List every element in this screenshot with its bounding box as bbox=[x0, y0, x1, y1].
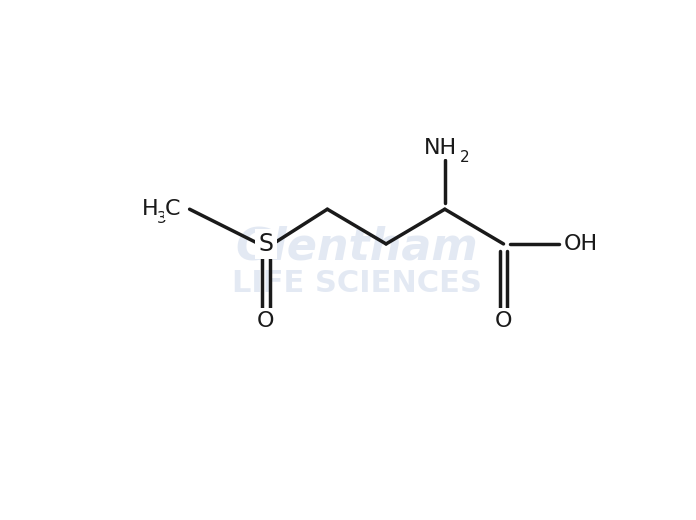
Text: OH: OH bbox=[564, 234, 598, 254]
Text: LIFE SCIENCES: LIFE SCIENCES bbox=[232, 269, 482, 298]
Text: Glentham: Glentham bbox=[235, 225, 478, 268]
Text: O: O bbox=[495, 311, 512, 331]
Text: S: S bbox=[258, 232, 274, 256]
Text: NH: NH bbox=[424, 138, 457, 158]
Text: C: C bbox=[165, 199, 180, 219]
Text: 2: 2 bbox=[460, 150, 470, 165]
Text: H: H bbox=[142, 199, 159, 219]
Text: O: O bbox=[258, 311, 275, 331]
Text: 3: 3 bbox=[157, 211, 167, 226]
